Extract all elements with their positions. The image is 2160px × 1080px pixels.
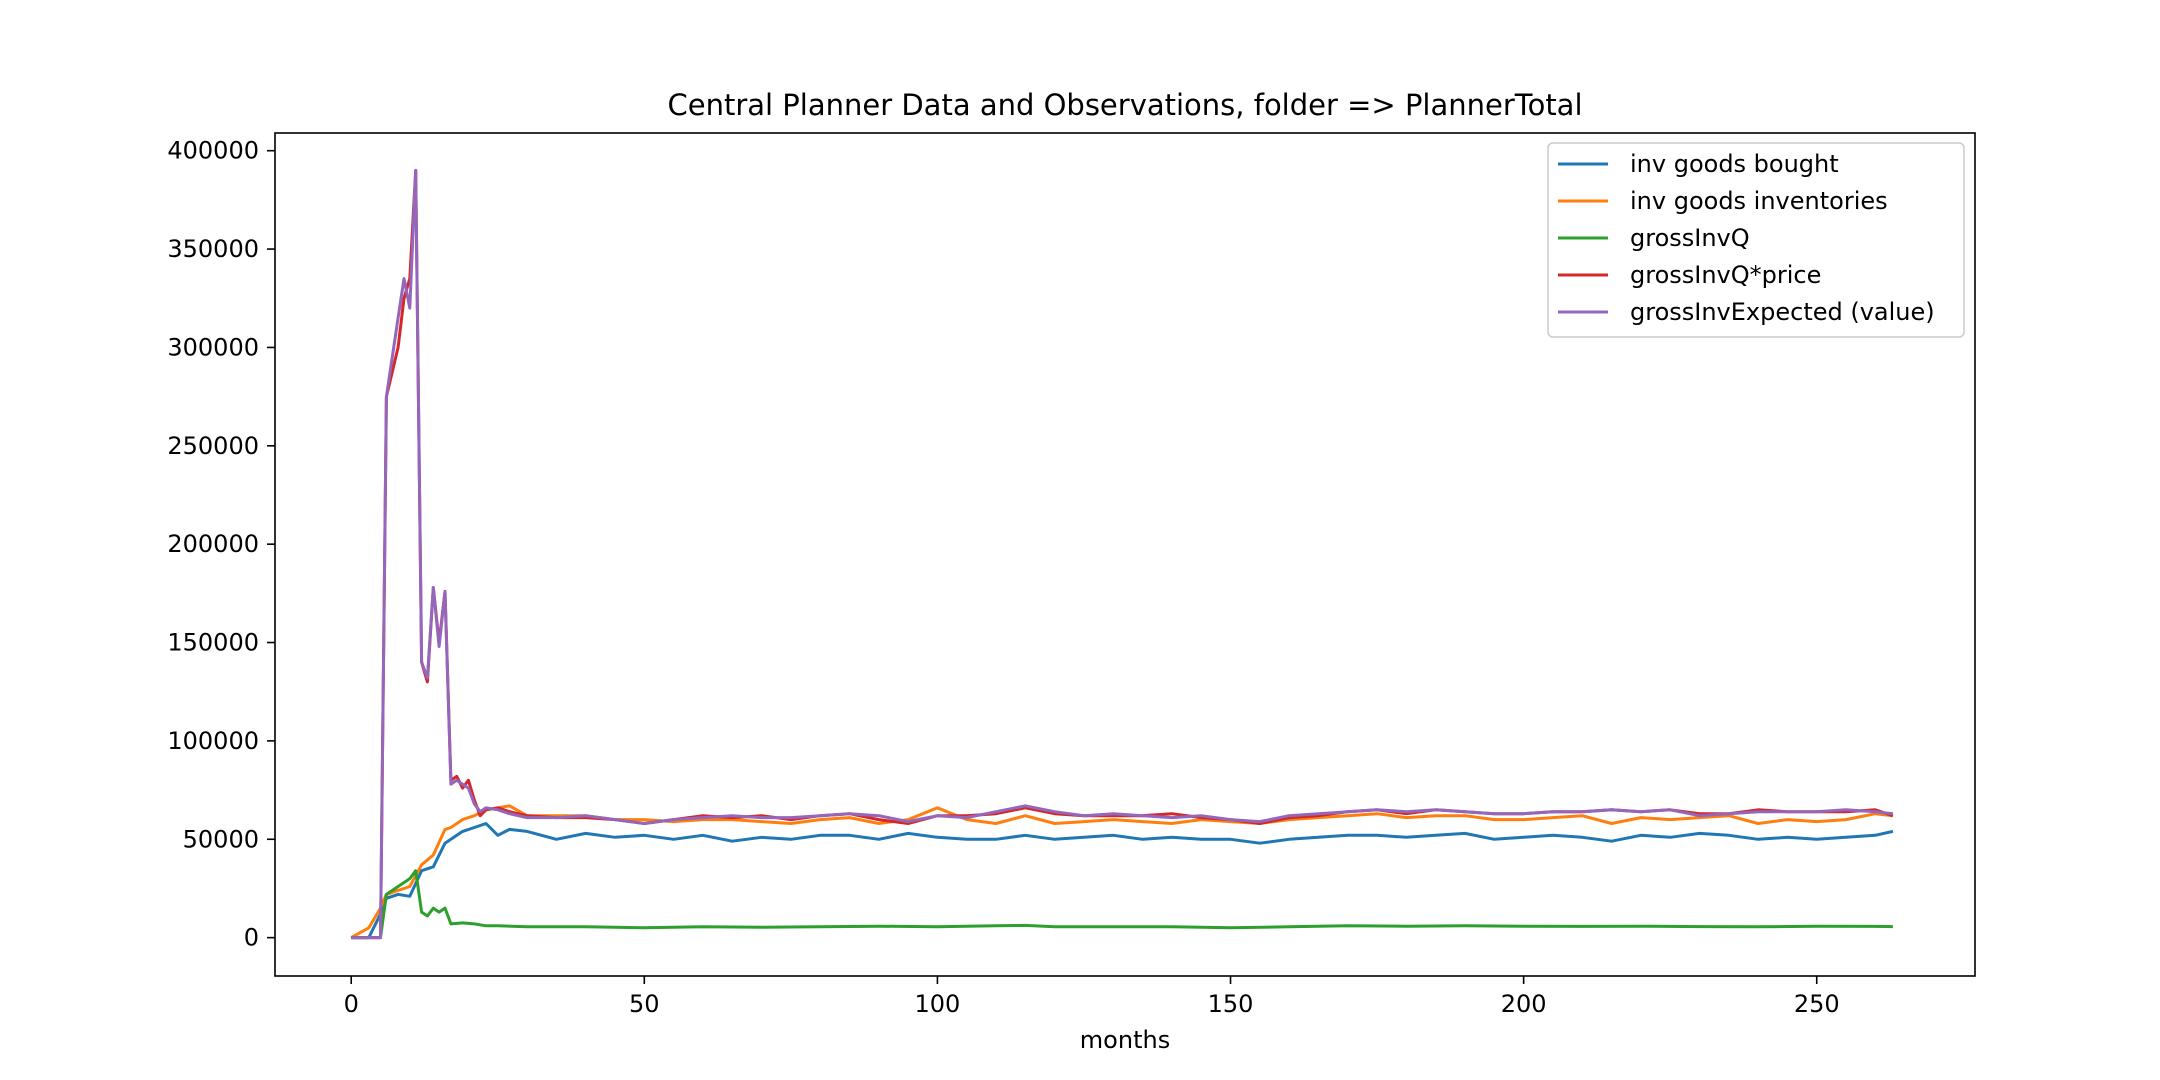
- y-tick-label: 400000: [167, 137, 259, 165]
- x-tick-label: 0: [344, 990, 359, 1018]
- y-tick-label: 200000: [167, 530, 259, 558]
- y-axis-ticks: 0 50000 100000 150000 200000 250000 300000 3500…: [167, 137, 275, 952]
- x-axis-label: months: [1080, 1026, 1170, 1054]
- legend-label: grossInvExpected (value): [1630, 298, 1935, 326]
- series-line-grossinvexpected-value: [351, 168, 1894, 940]
- legend-label: grossInvQ: [1630, 224, 1750, 252]
- chart-title: Central Planner Data and Observations, f…: [667, 88, 1582, 122]
- series-line-inv-goods-bought: [351, 822, 1894, 940]
- x-tick-label: 100: [915, 990, 961, 1018]
- legend: inv goods bought inv goods inventories gro…: [1547, 142, 1965, 338]
- x-tick-label: 150: [1208, 990, 1254, 1018]
- y-tick-label: 150000: [167, 629, 259, 657]
- y-tick-label: 300000: [167, 333, 259, 361]
- y-tick-label: 50000: [183, 825, 259, 853]
- series-line-inv-goods-inventories: [350, 804, 1894, 939]
- x-tick-label: 250: [1794, 990, 1840, 1018]
- plot-lines: [350, 168, 1894, 940]
- x-tick-label: 200: [1501, 990, 1547, 1018]
- x-tick-label: 50: [629, 990, 660, 1018]
- x-axis-ticks: 0 50 100 150 200 250: [344, 976, 1840, 1018]
- legend-label: grossInvQ*price: [1630, 261, 1821, 289]
- y-tick-label: 0: [244, 924, 259, 952]
- series-line-grossinvq: [351, 869, 1893, 940]
- y-tick-label: 100000: [167, 727, 259, 755]
- plot-frame: [274, 132, 1976, 977]
- legend-label: inv goods bought: [1630, 150, 1839, 178]
- legend-box: [1547, 142, 1965, 338]
- y-tick-label: 350000: [167, 235, 259, 263]
- y-tick-label: 250000: [167, 432, 259, 460]
- legend-entries: inv goods bought inv goods inventories gro…: [1558, 150, 1935, 326]
- legend-label: inv goods inventories: [1630, 187, 1888, 215]
